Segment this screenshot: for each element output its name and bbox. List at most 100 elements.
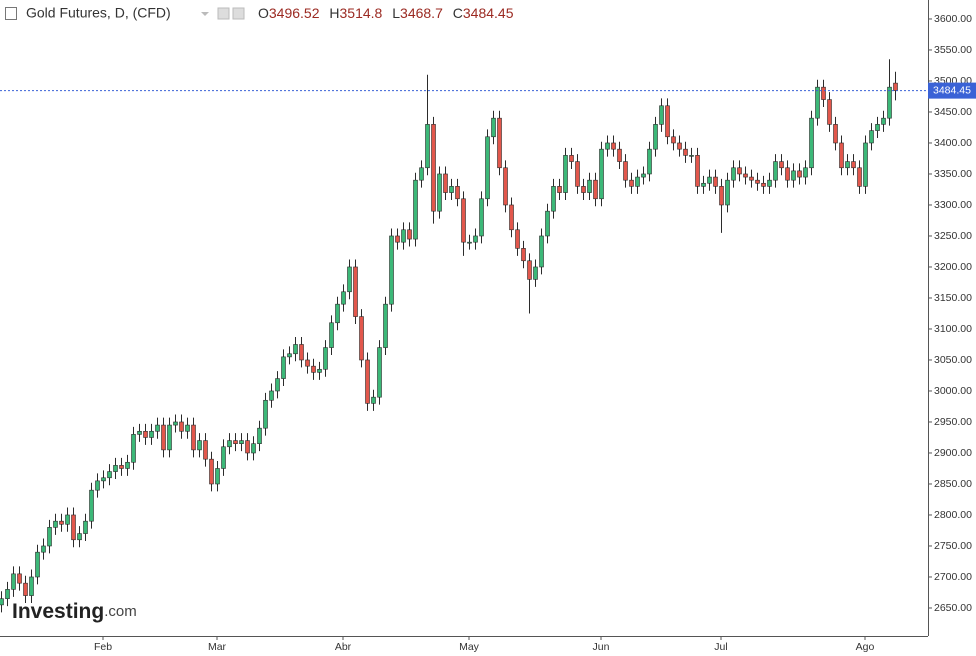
- dropdown-caret[interactable]: [201, 12, 209, 16]
- candle-body: [821, 86, 826, 100]
- candle-body: [881, 117, 886, 125]
- y-tick-label: 2800.00: [934, 509, 972, 521]
- candle-body: [23, 582, 28, 596]
- y-tick-label: 3550.00: [934, 44, 972, 56]
- y-tick-label: 3050.00: [934, 354, 972, 366]
- candle-body: [629, 179, 634, 187]
- candle-body: [275, 378, 280, 392]
- candle-body: [83, 520, 88, 534]
- candle-body: [179, 421, 184, 432]
- candle-body: [329, 322, 334, 348]
- candle-body: [149, 430, 154, 438]
- y-tick-label: 2850.00: [934, 478, 972, 490]
- candle-body: [653, 124, 658, 150]
- chart-title: Gold Futures, D, (CFD): [26, 5, 171, 21]
- candle-body: [173, 421, 178, 426]
- candle-body: [497, 117, 502, 169]
- ohlc-letter: L: [392, 5, 400, 21]
- candle-body: [713, 176, 718, 187]
- candle-body: [809, 117, 814, 169]
- candle-body: [113, 465, 118, 472]
- y-tick-label: 3350.00: [934, 168, 972, 180]
- candle-body: [11, 573, 16, 590]
- candle-body: [701, 182, 706, 187]
- y-tick-label: 3250.00: [934, 230, 972, 242]
- candle-body: [197, 440, 202, 451]
- candle-body: [869, 130, 874, 144]
- y-tick-label: 2750.00: [934, 540, 972, 552]
- candle-body: [719, 186, 724, 206]
- candle-body: [71, 514, 76, 541]
- ohlc-value: 3468.7: [400, 5, 443, 21]
- candle-body: [233, 440, 238, 444]
- candle-body: [401, 229, 406, 243]
- candle-body: [305, 359, 310, 367]
- candle-body: [251, 443, 256, 454]
- candle-body: [875, 124, 880, 131]
- candle-body: [287, 353, 292, 358]
- candle-body: [515, 229, 520, 249]
- candle-body: [851, 161, 856, 169]
- y-tick-label: 3400.00: [934, 137, 972, 149]
- candle-body: [335, 303, 340, 324]
- y-tick-label: 3450.00: [934, 106, 972, 118]
- candle-body: [167, 424, 172, 451]
- candle-body: [137, 430, 142, 435]
- candle-body: [407, 229, 412, 240]
- candle-body: [5, 589, 10, 599]
- ohlc-letter: O: [258, 5, 269, 21]
- candle-body: [545, 210, 550, 237]
- candle-body: [131, 434, 136, 463]
- candle-body: [689, 155, 694, 157]
- candle-body: [35, 551, 40, 578]
- last-price-badge: [928, 82, 976, 99]
- candle-body: [845, 161, 850, 169]
- settings-icon[interactable]: [232, 7, 245, 20]
- candle-body: [371, 396, 376, 404]
- candle-body: [797, 170, 802, 178]
- candle-body: [749, 176, 754, 181]
- settings-icon[interactable]: [217, 7, 230, 20]
- candle-body: [209, 458, 214, 485]
- y-tick-label: 3300.00: [934, 199, 972, 211]
- candle-body: [53, 520, 58, 528]
- ohlc-readout: O3496.52 H3514.8 L3468.7 C3484.45: [258, 5, 514, 21]
- candle-body: [485, 136, 490, 200]
- menu-icon[interactable]: [5, 7, 17, 20]
- candle-body: [791, 170, 796, 181]
- candle-body: [605, 142, 610, 150]
- candle-body: [767, 179, 772, 187]
- candle-body: [341, 291, 346, 305]
- candle-body: [221, 446, 226, 469]
- candle-body: [389, 235, 394, 305]
- candle-body: [161, 424, 166, 451]
- candle-body: [191, 424, 196, 451]
- candle-body: [665, 105, 670, 138]
- candle-body: [533, 266, 538, 280]
- candle-body: [659, 105, 664, 125]
- candle-body: [323, 347, 328, 370]
- candle-body: [185, 424, 190, 432]
- candle-body: [245, 440, 250, 454]
- candle-body: [833, 124, 838, 144]
- candle-body: [437, 173, 442, 212]
- candle-body: [755, 179, 760, 184]
- candle-body: [203, 440, 208, 460]
- logo-name: Investing: [12, 600, 104, 623]
- candle-body: [431, 124, 436, 212]
- candle-body: [419, 167, 424, 181]
- candle-body: [293, 344, 298, 355]
- candle-body: [617, 148, 622, 162]
- candle-body: [65, 514, 70, 525]
- candle-body: [59, 520, 64, 525]
- candle-body: [785, 167, 790, 181]
- candle-body: [491, 117, 496, 138]
- candle-body: [155, 424, 160, 432]
- candle-body: [557, 186, 562, 193]
- candle-body: [347, 266, 352, 293]
- y-tick-label: 3000.00: [934, 385, 972, 397]
- y-tick-label: 2700.00: [934, 571, 972, 583]
- candle-body: [281, 356, 286, 379]
